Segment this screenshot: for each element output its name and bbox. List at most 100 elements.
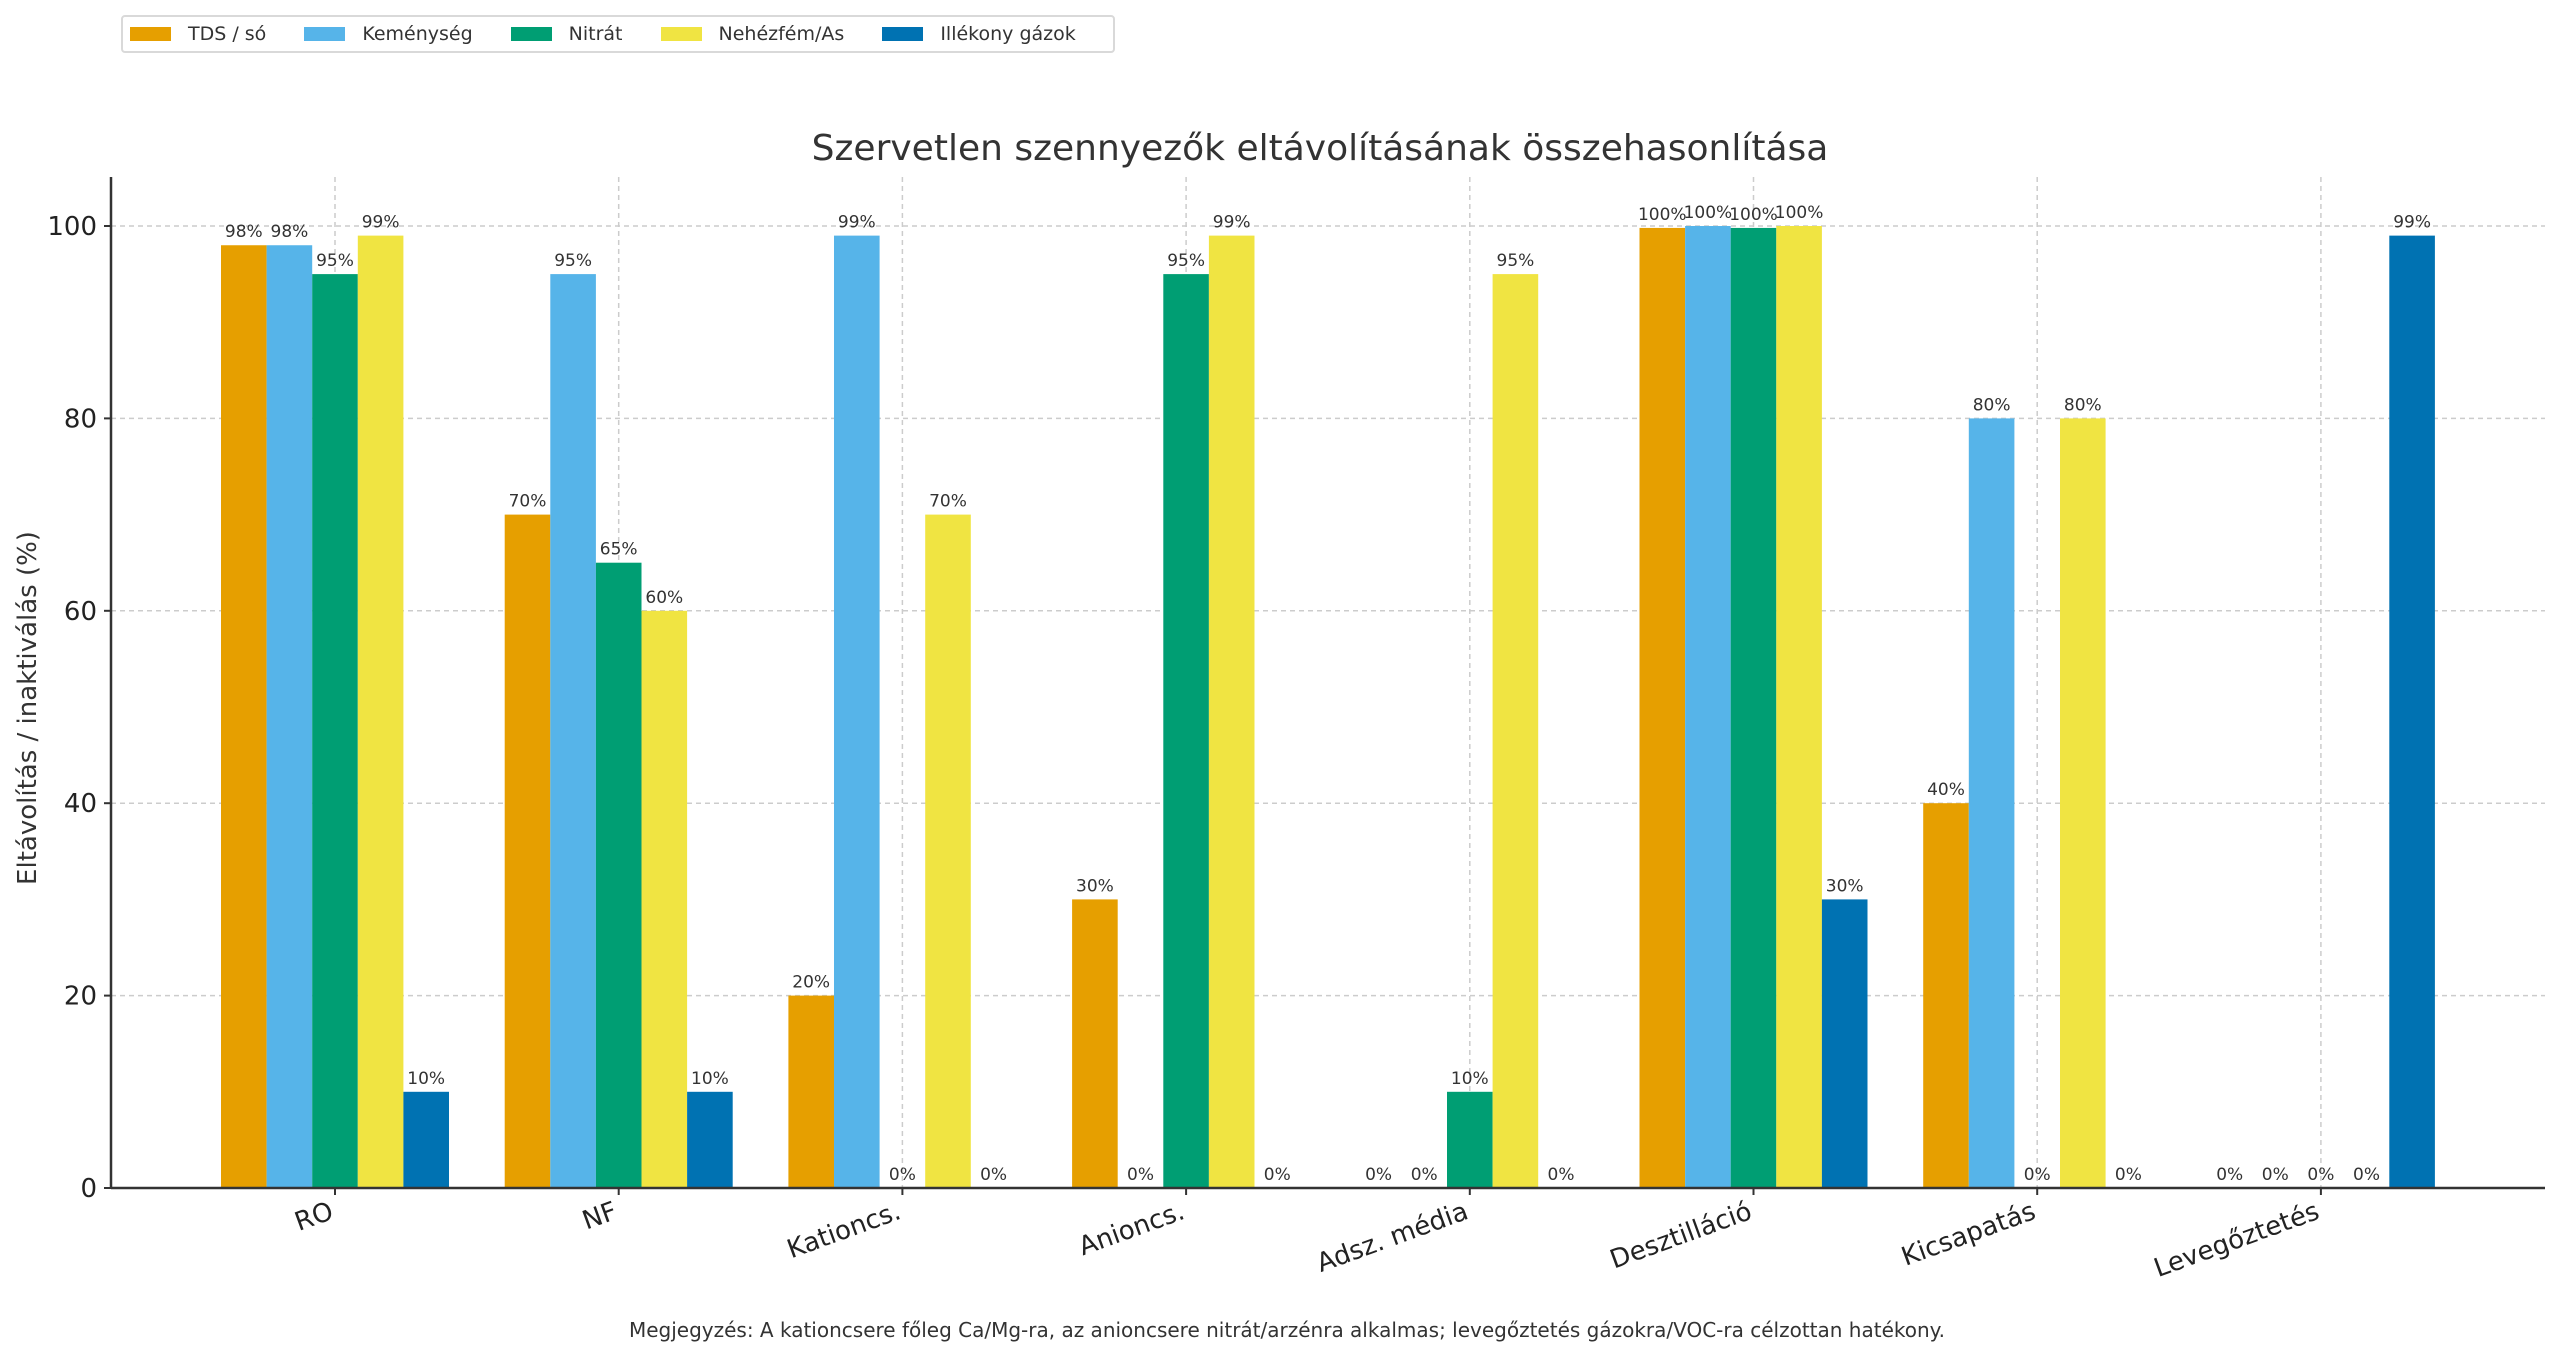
- legend-label: Nehézfém/As: [718, 23, 845, 45]
- legend-swatch: [660, 27, 702, 41]
- data-label: 0%: [1365, 1165, 1392, 1185]
- chart-title: Szervetlen szennyezők eltávolításának ös…: [811, 128, 1829, 169]
- data-label: 80%: [1973, 395, 2011, 415]
- data-label: 80%: [2064, 395, 2102, 415]
- legend-item: Keménység: [304, 23, 473, 45]
- y-tick-label: 60: [64, 597, 97, 627]
- legend-item: Nitrát: [510, 23, 623, 45]
- data-label: 99%: [2393, 213, 2431, 233]
- bar: [357, 235, 404, 1188]
- data-label: 30%: [1826, 876, 1864, 896]
- data-label: 99%: [838, 213, 876, 233]
- x-tick-label: Adsz. média: [1313, 1196, 1472, 1278]
- bar: [1163, 274, 1209, 1189]
- legend-swatch: [304, 27, 346, 41]
- bar: [312, 274, 358, 1189]
- legend-label: Keménység: [362, 23, 473, 45]
- bar: [1447, 1091, 1493, 1188]
- data-label: 0%: [2115, 1165, 2142, 1185]
- bar: [834, 235, 880, 1188]
- footnote: Megjegyzés: A kationcsere főleg Ca/Mg-ra…: [628, 1318, 1946, 1342]
- bar: [687, 1091, 733, 1188]
- legend-label: TDS / só: [188, 23, 267, 45]
- data-label: 0%: [1548, 1165, 1575, 1185]
- data-label: 100%: [1684, 203, 1733, 223]
- legend-swatch: [130, 27, 171, 41]
- data-label: 0%: [1127, 1165, 1154, 1185]
- data-label: 40%: [1927, 780, 1965, 800]
- bar: [1685, 226, 1731, 1188]
- legend-swatch: [510, 27, 552, 41]
- y-tick-label: 20: [64, 982, 97, 1012]
- data-label: 95%: [1167, 251, 1205, 271]
- x-tick-label: NF: [579, 1196, 622, 1236]
- legend-item: Nehézfém/As: [660, 23, 845, 45]
- x-tick-label: Levegőztetés: [2150, 1196, 2323, 1283]
- data-label: 0%: [1264, 1165, 1291, 1185]
- bar: [1639, 227, 1686, 1188]
- data-label: 10%: [407, 1069, 445, 1089]
- bar: [1208, 235, 1255, 1188]
- bar: [925, 514, 971, 1188]
- data-label: 100%: [1729, 205, 1778, 225]
- data-label: 98%: [271, 222, 309, 242]
- legend: TDS / só Keménység Nitrát Nehézfém/As Illéko…: [121, 15, 1115, 53]
- y-tick-label: 0: [80, 1174, 97, 1204]
- data-label: 100%: [1638, 205, 1687, 225]
- legend-item: Illékony gázok: [882, 23, 1076, 45]
- data-label: 95%: [316, 251, 354, 271]
- data-label: 0%: [2353, 1165, 2380, 1185]
- data-label: 98%: [225, 222, 263, 242]
- x-tick-label: Kicsapatás: [1898, 1196, 2040, 1272]
- bar: [1492, 274, 1539, 1189]
- data-label: 30%: [1076, 876, 1114, 896]
- data-label: 0%: [2024, 1165, 2051, 1185]
- data-label: 99%: [362, 213, 400, 233]
- bar: [1730, 227, 1777, 1188]
- y-tick-label: 40: [64, 789, 97, 819]
- bar: [550, 274, 596, 1189]
- y-tick-label: 100: [47, 212, 97, 242]
- bar: [1923, 803, 1969, 1188]
- bar: [266, 245, 313, 1189]
- legend-label: Illékony gázok: [940, 23, 1076, 45]
- data-label: 0%: [889, 1165, 916, 1185]
- data-label: 10%: [691, 1069, 729, 1089]
- data-label: 95%: [554, 251, 592, 271]
- legend-item: TDS / só: [130, 23, 266, 45]
- data-label: 0%: [2216, 1165, 2243, 1185]
- x-tick-label: RO: [291, 1196, 337, 1237]
- bar: [403, 1091, 449, 1188]
- bar: [595, 562, 642, 1188]
- data-label: 95%: [1497, 251, 1535, 271]
- data-label: 0%: [2307, 1165, 2334, 1185]
- legend-label: Nitrát: [568, 23, 623, 45]
- bar: [1072, 899, 1118, 1188]
- data-label: 99%: [1213, 213, 1251, 233]
- data-label: 20%: [792, 973, 830, 993]
- data-label: 100%: [1775, 203, 1824, 223]
- y-tick-label: 80: [64, 404, 97, 434]
- data-label: 60%: [645, 588, 683, 608]
- bar: [1776, 226, 1822, 1188]
- data-label: 0%: [980, 1165, 1007, 1185]
- data-label: 65%: [600, 540, 638, 560]
- legend-swatch: [882, 27, 924, 41]
- bar: [1821, 899, 1868, 1188]
- bar: [221, 245, 267, 1189]
- bar: [2389, 235, 2435, 1188]
- data-label: 70%: [929, 492, 967, 512]
- bar: [1968, 418, 2015, 1188]
- x-tick-label: Anioncs.: [1075, 1196, 1189, 1262]
- data-label: 0%: [1411, 1165, 1438, 1185]
- x-tick-label: Kationcs.: [783, 1196, 905, 1265]
- bar: [641, 610, 688, 1188]
- data-label: 0%: [2262, 1165, 2289, 1185]
- bar: [788, 995, 834, 1188]
- data-label: 70%: [509, 492, 547, 512]
- data-label: 10%: [1451, 1069, 1489, 1089]
- bar: [2060, 418, 2106, 1188]
- x-tick-label: Desztilláció: [1606, 1196, 1756, 1275]
- bar: [504, 514, 551, 1188]
